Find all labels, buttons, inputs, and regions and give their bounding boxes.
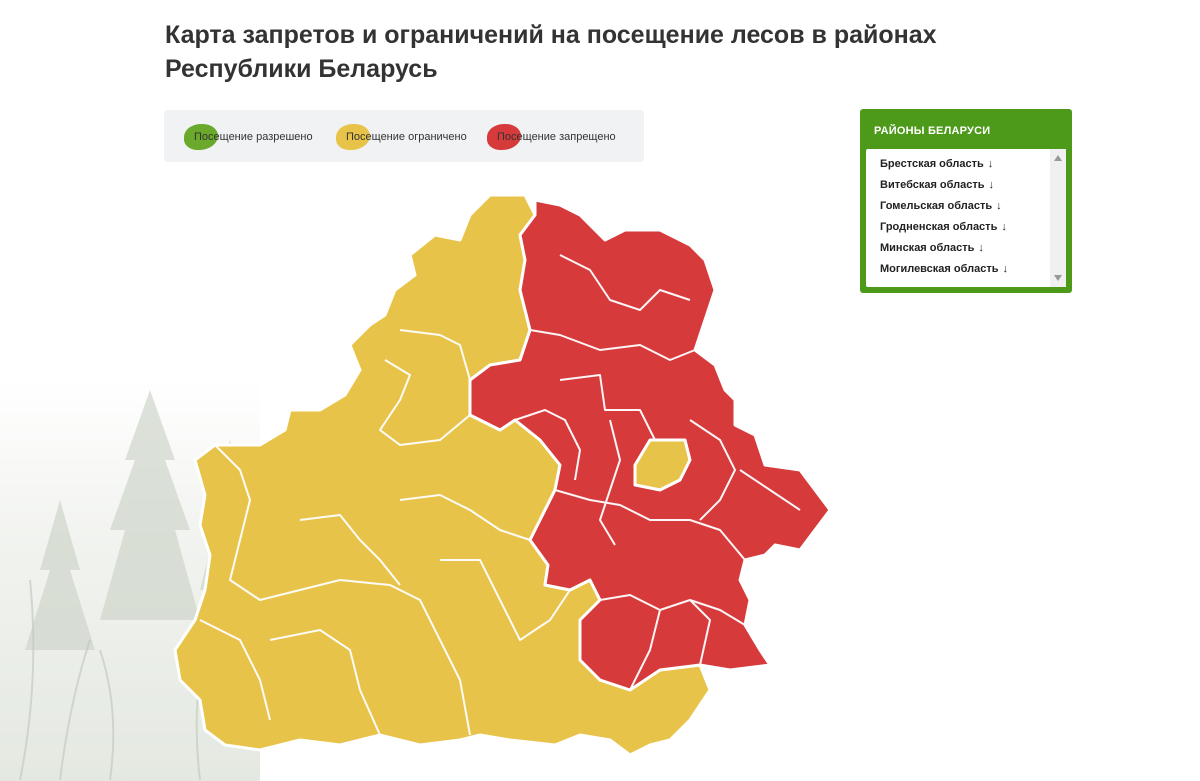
arrow-down-icon: ↓ (996, 200, 1002, 212)
map-zone-prohibited[interactable] (468, 198, 832, 692)
districts-scrollbar[interactable] (1050, 149, 1066, 287)
districts-panel: РАЙОНЫ БЕЛАРУСИ Брестская область ↓ Витеб… (860, 109, 1072, 293)
legend-swatch-allowed (184, 124, 218, 150)
district-label: Могилевская область (880, 263, 999, 275)
legend-label: Посещение разрешено (194, 131, 313, 143)
district-item-brest[interactable]: Брестская область ↓ (880, 158, 993, 170)
districts-list[interactable]: Брестская область ↓ Витебская область ↓ Го… (866, 149, 1066, 287)
districts-panel-title: РАЙОНЫ БЕЛАРУСИ (874, 125, 991, 137)
arrow-down-icon: ↓ (987, 158, 994, 170)
district-item-minsk[interactable]: Минская область ↓ (880, 242, 984, 254)
map-legend: Посещение разрешено Посещение ограничено… (164, 110, 644, 162)
legend-item-restricted: Посещение ограничено (336, 124, 467, 150)
legend-swatch-prohibited (487, 124, 521, 150)
arrow-down-icon: ↓ (988, 179, 995, 191)
arrow-down-icon: ↓ (978, 242, 984, 254)
district-label: Брестская область (880, 158, 984, 170)
district-item-gomel[interactable]: Гомельская область ↓ (880, 200, 1002, 212)
scroll-down-icon[interactable] (1054, 275, 1062, 281)
legend-item-allowed: Посещение разрешено (184, 124, 313, 150)
district-item-vitebsk[interactable]: Витебская область ↓ (880, 179, 994, 191)
district-label: Гомельская область (880, 200, 993, 212)
district-label: Минская область (880, 242, 975, 254)
legend-swatch-restricted (336, 124, 370, 150)
legend-label: Посещение запрещено (497, 131, 616, 143)
district-label: Витебская область (880, 179, 985, 191)
page-title: Карта запретов и ограничений на посещени… (165, 21, 937, 83)
scroll-up-icon[interactable] (1054, 155, 1062, 161)
district-label: Гродненская область (880, 221, 998, 233)
district-item-grodno[interactable]: Гродненская область ↓ (880, 221, 1007, 233)
district-item-mogilev[interactable]: Могилевская область ↓ (880, 263, 1008, 275)
arrow-down-icon: ↓ (1001, 221, 1007, 233)
arrow-down-icon: ↓ (1002, 263, 1009, 275)
district-borders (199, 254, 801, 736)
legend-item-prohibited: Посещение запрещено (487, 124, 616, 150)
legend-label: Посещение ограничено (346, 131, 467, 143)
